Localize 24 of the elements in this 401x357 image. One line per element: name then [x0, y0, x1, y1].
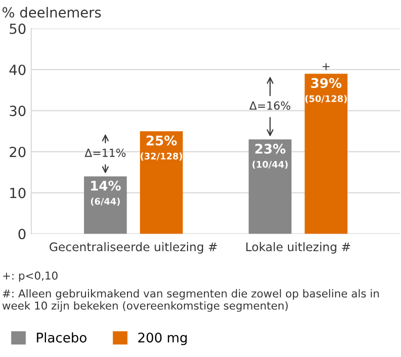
annotation: + — [322, 63, 330, 70]
data-label: 23% (10/44) — [252, 144, 288, 169]
data-label: 39% (50/128) — [305, 78, 347, 104]
y-axis-title: % deelnemers — [2, 6, 101, 18]
bar — [248, 139, 292, 234]
y-tick-label: 30 — [10, 106, 26, 116]
legend-label: Placebo — [36, 332, 86, 343]
data-label: 14% (6/44) — [90, 180, 121, 206]
y-tick-label: 50 — [10, 24, 26, 34]
bar — [84, 176, 127, 234]
annotation: Δ=16% — [249, 101, 290, 110]
legend-label: 200 mg — [138, 332, 187, 346]
x-tick-label: Gecentraliseerde uitlezing # — [50, 242, 217, 254]
text: +: p<0,10 — [3, 272, 58, 282]
bar — [140, 131, 183, 234]
y-tick-label: 20 — [10, 146, 26, 158]
y-tick-label: 0 — [18, 228, 26, 240]
annotation: Δ=11% — [84, 148, 126, 157]
y-tick-label: 40 — [9, 64, 26, 76]
data-label: 25% (32/128) — [140, 136, 182, 161]
y-tick-label: 10 — [10, 188, 26, 198]
bar — [304, 74, 348, 234]
text: #: Alleen gebruikmakend van segmenten die zowel op baseline als in week 10 zijn bekeken (overeenkomstige segmenten) — [2, 289, 379, 312]
x-tick-label: Lokale uitlezing # — [246, 242, 350, 254]
